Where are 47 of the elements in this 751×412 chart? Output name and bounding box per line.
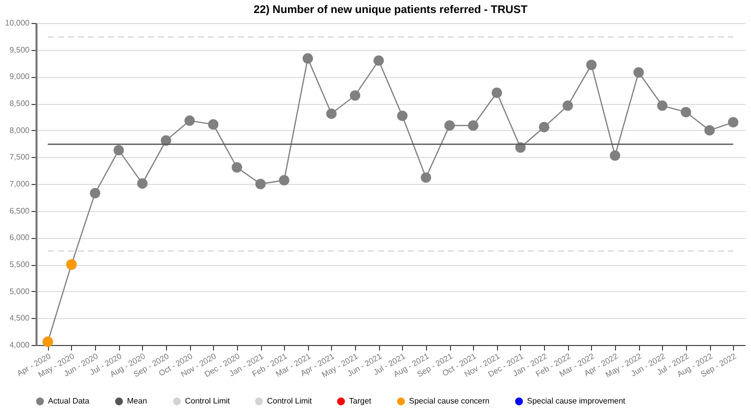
legend-label: Control Limit: [185, 396, 231, 406]
point: [373, 55, 384, 66]
y-tick-label: 6,000: [9, 233, 30, 242]
y-tick-label: 8,500: [9, 99, 30, 108]
point: [184, 115, 195, 126]
y-tick-label: 7,000: [9, 180, 30, 188]
legend-label: Special cause improvement: [527, 396, 626, 406]
point: [444, 120, 455, 131]
point: [657, 100, 668, 111]
point: [302, 53, 314, 64]
point: [232, 162, 242, 173]
y-tick-label: 8,000: [9, 126, 30, 135]
y-tick-label: 5,500: [9, 260, 30, 269]
point: [468, 120, 478, 131]
chart-title: 22) Number of new unique patients referred - TRUST: [254, 4, 528, 16]
legend-label: Control Limit: [267, 396, 313, 406]
point: [538, 122, 550, 132]
point: [728, 117, 738, 128]
y-tick-label: 9,500: [9, 45, 30, 54]
point: [137, 178, 148, 189]
point: [610, 150, 620, 161]
point: [255, 178, 266, 190]
y-tick-label: 5,000: [9, 286, 30, 296]
y-tick-label: 6,500: [9, 206, 30, 216]
point: [90, 188, 100, 198]
point: [492, 88, 502, 98]
point: [586, 60, 597, 70]
legend-label: Actual Data: [48, 396, 90, 406]
point: [278, 175, 290, 186]
y-tick-label: 7,500: [9, 152, 30, 162]
point: [704, 125, 715, 136]
y-tick-label: 9,000: [9, 72, 30, 82]
point: [562, 100, 573, 111]
point: [350, 90, 360, 101]
legend-label: Special cause concern: [409, 396, 490, 406]
point: [208, 119, 218, 130]
point: [633, 67, 644, 78]
point: [420, 172, 432, 183]
legend-label: Mean: [127, 396, 148, 406]
point: [397, 110, 408, 122]
y-tick-label: 4,000: [9, 340, 30, 350]
y-tick-label: 10,000: [5, 18, 30, 28]
point: [680, 106, 692, 118]
point: [326, 108, 337, 119]
point: [113, 144, 124, 156]
legend-label: Target: [349, 396, 372, 406]
y-tick-label: 4,500: [9, 314, 30, 323]
